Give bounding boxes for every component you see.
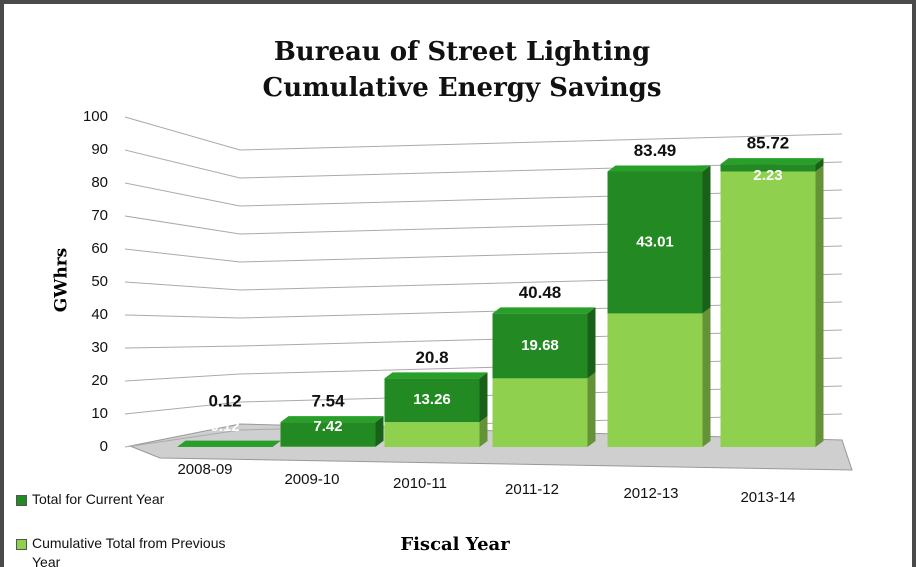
total-label: 40.48 — [519, 283, 562, 302]
data-label: 0.12 — [210, 418, 239, 435]
bar — [177, 440, 281, 447]
x-tick-label: 2011-12 — [505, 481, 559, 498]
x-tick-label: 2013-14 — [740, 489, 795, 506]
bar-front — [384, 422, 480, 447]
chart-title: Bureau of Street Lighting Cumulative Ene… — [262, 37, 662, 103]
total-label: 83.49 — [634, 141, 677, 160]
bar — [384, 372, 488, 423]
bar-top — [280, 416, 384, 423]
bar — [720, 165, 824, 447]
bar-side — [815, 158, 824, 172]
legend-label: Cumulative Total from Previous Year — [32, 535, 226, 567]
legend-item: Total for Current Year — [16, 490, 231, 509]
bar — [720, 158, 824, 172]
y-tick-label: 20 — [91, 372, 108, 389]
bar-side — [702, 307, 711, 447]
y-tick-label: 0 — [100, 438, 108, 455]
bar-top — [720, 158, 824, 165]
bar-front — [492, 313, 588, 379]
x-tick-label: 2009-10 — [284, 471, 339, 488]
bar-front — [607, 313, 703, 447]
x-tick-label: 2010-11 — [393, 475, 447, 492]
y-tick-label: 40 — [91, 306, 108, 323]
x-tick-label: 2008-09 — [177, 461, 232, 478]
bar-top — [177, 440, 281, 447]
total-label: 0.12 — [208, 391, 241, 410]
bar-front — [720, 164, 816, 172]
bar-top — [384, 372, 488, 379]
bar — [492, 307, 596, 379]
legend-swatch — [16, 495, 27, 506]
bar-front — [280, 422, 376, 447]
bar — [280, 440, 384, 447]
y-tick-label: 50 — [91, 273, 108, 290]
legend-label: Total for Current Year — [32, 491, 165, 507]
total-label: 20.8 — [415, 348, 448, 367]
y-tick-label: 30 — [91, 339, 108, 356]
bar-side — [815, 165, 824, 447]
y-tick-label: 100 — [83, 108, 108, 125]
legend-item: Cumulative Total from Previous Year — [16, 534, 231, 567]
data-label: 19.68 — [521, 337, 559, 354]
bar-side — [272, 440, 281, 447]
data-label: 7.42 — [313, 418, 342, 435]
grid-line — [124, 116, 843, 151]
y-tick-label: 70 — [91, 207, 108, 224]
y-tick-label: 10 — [91, 405, 108, 422]
data-label: 2.23 — [753, 167, 782, 184]
bar-side — [587, 307, 596, 379]
bar-side — [479, 416, 488, 447]
bar-front — [384, 378, 480, 423]
bar — [384, 416, 488, 447]
data-label: 43.01 — [636, 233, 674, 250]
data-label: 13.26 — [413, 391, 451, 408]
bar-side — [587, 372, 596, 447]
bar-top — [492, 307, 596, 314]
bar — [492, 372, 596, 447]
y-axis-label: GWhrs — [52, 248, 72, 313]
total-label: 7.54 — [311, 391, 345, 410]
bar-front — [720, 171, 816, 447]
y-tick-label: 80 — [91, 174, 108, 191]
bar-side — [375, 440, 384, 447]
bar-front — [492, 378, 588, 447]
bar-side — [375, 416, 384, 447]
bar-front — [607, 171, 703, 314]
legend-swatch — [16, 539, 27, 550]
bar-side — [702, 165, 711, 314]
y-tick-label: 90 — [91, 141, 108, 158]
bar — [280, 416, 384, 447]
x-tick-label: 2012-13 — [623, 485, 678, 502]
bar — [607, 307, 711, 447]
y-tick-label: 60 — [91, 240, 108, 257]
bar — [607, 165, 711, 314]
x-axis-label: Fiscal Year — [400, 534, 510, 555]
bar-side — [479, 372, 488, 423]
total-label: 85.72 — [747, 134, 790, 153]
bar-top — [607, 165, 711, 172]
